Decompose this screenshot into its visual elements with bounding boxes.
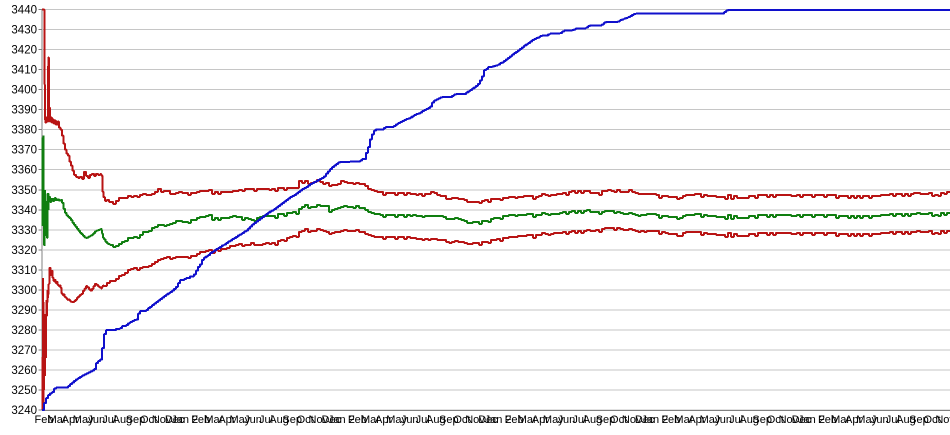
svg-text:Aug: Aug (426, 414, 446, 426)
svg-text:3260: 3260 (11, 365, 37, 377)
svg-text:3390: 3390 (11, 105, 37, 117)
svg-text:3350: 3350 (11, 185, 37, 197)
svg-text:Mar: Mar (831, 414, 850, 426)
svg-text:Apr: Apr (532, 414, 549, 426)
svg-text:Oct: Oct (923, 414, 940, 426)
svg-text:Mar: Mar (48, 414, 67, 426)
svg-text:Jun: Jun (558, 414, 576, 426)
svg-text:Oct: Oct (453, 414, 470, 426)
svg-text:Dec: Dec (322, 414, 342, 426)
svg-text:3310: 3310 (11, 265, 37, 277)
svg-text:Jan 2: Jan 2 (171, 414, 198, 426)
svg-text:Jan 2: Jan 2 (328, 414, 355, 426)
svg-text:3410: 3410 (11, 65, 37, 77)
svg-text:Dec: Dec (478, 414, 498, 426)
svg-text:Nov: Nov (935, 414, 950, 426)
svg-text:Jun: Jun (714, 414, 732, 426)
svg-text:Jan 2: Jan 2 (798, 414, 825, 426)
svg-text:3320: 3320 (11, 245, 37, 257)
svg-text:Oct: Oct (610, 414, 627, 426)
svg-text:Sep: Sep (282, 414, 302, 426)
svg-text:Apr: Apr (688, 414, 705, 426)
svg-text:Sep: Sep (596, 414, 616, 426)
svg-text:Nov: Nov (779, 414, 799, 426)
svg-text:3270: 3270 (11, 345, 37, 357)
svg-text:3400: 3400 (11, 85, 37, 97)
svg-text:Jul: Jul (259, 414, 273, 426)
svg-text:Dec: Dec (792, 414, 812, 426)
svg-text:Sep: Sep (126, 414, 146, 426)
svg-text:3290: 3290 (11, 305, 37, 317)
svg-text:3380: 3380 (11, 125, 37, 137)
svg-text:Oct: Oct (767, 414, 784, 426)
svg-text:Nov: Nov (465, 414, 485, 426)
svg-text:May: May (73, 414, 94, 426)
svg-text:3440: 3440 (11, 5, 37, 17)
svg-text:May: May (230, 414, 251, 426)
svg-text:May: May (700, 414, 721, 426)
svg-text:Feb: Feb (661, 414, 680, 426)
svg-text:Sep: Sep (752, 414, 772, 426)
svg-text:Dec: Dec (165, 414, 185, 426)
svg-text:Jul: Jul (572, 414, 586, 426)
svg-text:3300: 3300 (11, 285, 37, 297)
svg-text:Jan 2: Jan 2 (485, 414, 512, 426)
svg-text:Nov: Nov (152, 414, 172, 426)
svg-text:3240: 3240 (11, 405, 37, 417)
svg-text:Aug: Aug (583, 414, 603, 426)
svg-text:May: May (386, 414, 407, 426)
svg-text:Mar: Mar (674, 414, 693, 426)
svg-text:Sep: Sep (439, 414, 459, 426)
svg-text:Oct: Oct (140, 414, 157, 426)
svg-text:3330: 3330 (11, 225, 37, 237)
svg-text:Jul: Jul (729, 414, 743, 426)
svg-text:Apr: Apr (218, 414, 235, 426)
svg-text:May: May (543, 414, 564, 426)
svg-text:Aug: Aug (896, 414, 916, 426)
svg-text:Mar: Mar (204, 414, 223, 426)
svg-text:Apr: Apr (375, 414, 392, 426)
svg-text:Jul: Jul (102, 414, 116, 426)
svg-text:Oct: Oct (297, 414, 314, 426)
svg-text:3430: 3430 (11, 25, 37, 37)
svg-text:3250: 3250 (11, 385, 37, 397)
svg-text:Apr: Apr (845, 414, 862, 426)
svg-text:Jul: Jul (416, 414, 430, 426)
svg-text:Jun: Jun (244, 414, 262, 426)
svg-text:Nov: Nov (309, 414, 329, 426)
svg-text:Nov: Nov (622, 414, 642, 426)
svg-text:Dec: Dec (635, 414, 655, 426)
svg-text:3280: 3280 (11, 325, 37, 337)
svg-text:Mar: Mar (361, 414, 380, 426)
svg-text:3370: 3370 (11, 145, 37, 157)
svg-text:3420: 3420 (11, 45, 37, 57)
svg-text:Jun: Jun (401, 414, 419, 426)
svg-text:Feb: Feb (348, 414, 367, 426)
svg-text:May: May (856, 414, 877, 426)
svg-text:3360: 3360 (11, 165, 37, 177)
svg-text:Sep: Sep (909, 414, 929, 426)
svg-text:Aug: Aug (269, 414, 289, 426)
svg-text:Jul: Jul (886, 414, 900, 426)
svg-text:Feb: Feb (505, 414, 524, 426)
svg-text:Mar: Mar (518, 414, 537, 426)
svg-text:Jun: Jun (871, 414, 889, 426)
svg-text:Feb: Feb (191, 414, 210, 426)
svg-text:Feb: Feb (818, 414, 837, 426)
svg-text:Jun: Jun (87, 414, 105, 426)
svg-text:Aug: Aug (113, 414, 133, 426)
svg-text:Apr: Apr (62, 414, 79, 426)
svg-text:Aug: Aug (739, 414, 759, 426)
svg-text:Feb: Feb (35, 414, 54, 426)
svg-text:Jan 2: Jan 2 (641, 414, 668, 426)
svg-text:3340: 3340 (11, 205, 37, 217)
